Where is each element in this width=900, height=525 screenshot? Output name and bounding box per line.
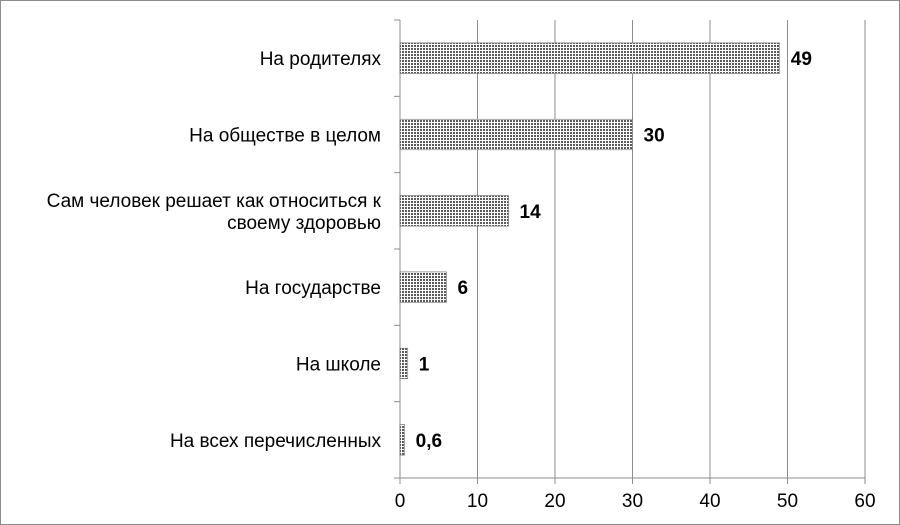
x-tick-label: 10 bbox=[467, 491, 488, 512]
category-label: На государстве bbox=[245, 278, 381, 299]
bar bbox=[399, 118, 633, 151]
data-label: 0,6 bbox=[416, 431, 442, 452]
data-label: 49 bbox=[791, 49, 812, 70]
data-label: 30 bbox=[644, 126, 665, 147]
bar bbox=[399, 424, 405, 456]
bar bbox=[399, 347, 409, 380]
category-label: На родителях bbox=[260, 49, 382, 70]
axes bbox=[394, 19, 866, 484]
x-tick-label: 40 bbox=[699, 491, 720, 512]
bar bbox=[399, 195, 509, 227]
bar bbox=[399, 42, 781, 74]
x-tick-label: 20 bbox=[544, 491, 565, 512]
category-label: Сам человек решает как относиться к своем… bbox=[47, 191, 382, 234]
x-tick-label: 60 bbox=[854, 491, 875, 512]
bars bbox=[399, 42, 781, 456]
data-label: 6 bbox=[458, 278, 469, 299]
x-tick-label: 30 bbox=[622, 491, 643, 512]
labels: 0 10 20 30 40 50 60 49 На родителях 30 На обществе… bbox=[47, 49, 876, 512]
category-label: На всех перечисленных bbox=[170, 431, 382, 452]
category-label: На обществе в целом bbox=[189, 126, 381, 147]
bar bbox=[399, 271, 447, 303]
data-label: 14 bbox=[520, 202, 542, 223]
category-label: На школе bbox=[296, 355, 381, 376]
data-label: 1 bbox=[419, 355, 430, 376]
x-tick-label: 50 bbox=[777, 491, 798, 512]
gridlines bbox=[477, 20, 866, 478]
x-tick-label: 0 bbox=[395, 491, 406, 512]
